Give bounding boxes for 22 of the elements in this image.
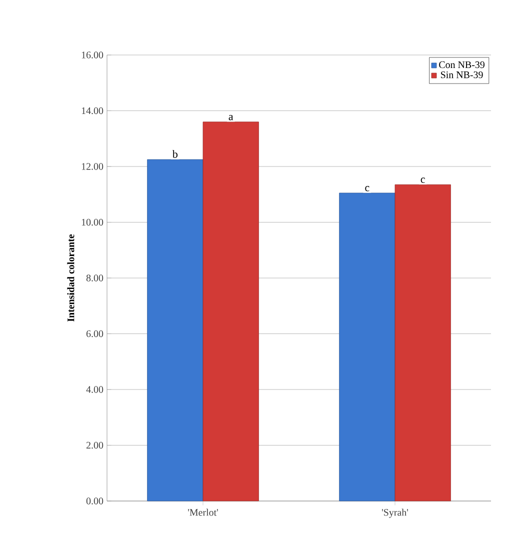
y-tick-label: 10.00 [82, 218, 104, 226]
y-tick-label: 2.00 [86, 442, 104, 449]
y-tick-label: 4.00 [86, 386, 104, 393]
y-tick-label: 14.00 [82, 107, 104, 114]
y-tick-label: 16.00 [82, 52, 104, 58]
y-axis-title: Intensidad colorante [67, 234, 74, 322]
annotation: a [228, 114, 234, 120]
x-tick-label: 'Merlot' [188, 508, 218, 516]
bar [394, 184, 451, 502]
bar [339, 192, 396, 502]
annotation: c [365, 186, 370, 192]
bar [202, 122, 259, 502]
y-tick-label: 0.00 [86, 498, 104, 504]
y-tick-label: 6.00 [86, 330, 104, 338]
x-tick-label: 'Syrah' [382, 508, 408, 518]
bar [147, 159, 204, 502]
legend-label: Con NB-39 [439, 61, 484, 68]
y-tick-label: 8.00 [86, 274, 104, 282]
annotation: b [172, 150, 178, 158]
annotation: c [420, 178, 425, 183]
legend-label: Sin NB-39 [441, 72, 483, 78]
y-tick-label: 12.00 [82, 163, 104, 170]
